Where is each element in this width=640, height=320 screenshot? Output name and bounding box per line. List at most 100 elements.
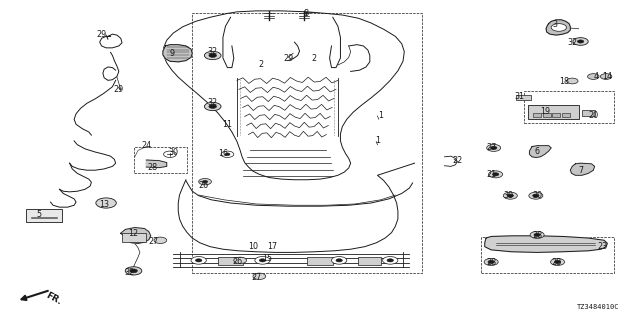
Circle shape <box>488 171 502 178</box>
Text: 19: 19 <box>540 107 550 116</box>
Text: 11: 11 <box>222 120 232 129</box>
Polygon shape <box>163 45 192 62</box>
Circle shape <box>204 102 221 111</box>
Text: 30: 30 <box>532 191 542 200</box>
Text: 31: 31 <box>515 92 524 101</box>
FancyBboxPatch shape <box>543 113 550 117</box>
Circle shape <box>554 260 561 264</box>
Circle shape <box>234 257 246 264</box>
Polygon shape <box>570 163 595 175</box>
Text: 26: 26 <box>198 181 209 190</box>
Circle shape <box>532 194 539 197</box>
Text: 17: 17 <box>267 242 277 251</box>
Text: 23: 23 <box>597 242 607 251</box>
Circle shape <box>550 259 564 266</box>
Circle shape <box>484 259 498 266</box>
Text: 28: 28 <box>148 163 157 172</box>
FancyBboxPatch shape <box>582 110 595 116</box>
Circle shape <box>164 151 176 157</box>
Circle shape <box>202 180 207 183</box>
Text: 28: 28 <box>486 258 496 267</box>
Circle shape <box>221 151 234 157</box>
Circle shape <box>490 146 497 149</box>
FancyBboxPatch shape <box>533 113 541 117</box>
Text: 9: 9 <box>169 49 175 58</box>
Circle shape <box>209 53 216 57</box>
Circle shape <box>191 257 206 264</box>
FancyBboxPatch shape <box>516 95 531 100</box>
Polygon shape <box>546 20 570 35</box>
Text: 13: 13 <box>99 200 109 209</box>
FancyBboxPatch shape <box>122 233 147 242</box>
Text: 29: 29 <box>97 30 107 39</box>
Text: 7: 7 <box>578 166 583 175</box>
FancyBboxPatch shape <box>218 257 243 265</box>
FancyBboxPatch shape <box>562 113 570 117</box>
FancyBboxPatch shape <box>358 257 381 265</box>
Text: 27: 27 <box>149 237 159 246</box>
Circle shape <box>253 273 266 279</box>
Circle shape <box>566 78 578 84</box>
Text: 12: 12 <box>129 229 139 238</box>
Circle shape <box>530 231 544 238</box>
Circle shape <box>492 173 499 176</box>
Circle shape <box>154 237 167 244</box>
Circle shape <box>529 192 543 199</box>
Polygon shape <box>121 228 151 244</box>
Circle shape <box>259 259 266 262</box>
Text: 14: 14 <box>602 72 612 81</box>
Text: FR.: FR. <box>44 291 63 307</box>
Polygon shape <box>529 146 551 157</box>
Circle shape <box>332 257 347 264</box>
FancyBboxPatch shape <box>528 105 579 119</box>
Text: TZ3484010C: TZ3484010C <box>577 304 619 310</box>
Circle shape <box>96 198 116 208</box>
Text: 4: 4 <box>593 72 598 81</box>
Circle shape <box>573 38 588 45</box>
Circle shape <box>488 260 494 264</box>
Text: 24: 24 <box>141 141 152 150</box>
Text: 18: 18 <box>559 77 569 86</box>
Circle shape <box>225 153 230 156</box>
Circle shape <box>486 144 500 151</box>
Circle shape <box>255 257 270 264</box>
Text: 2: 2 <box>259 60 264 69</box>
Text: 1: 1 <box>378 111 383 120</box>
Text: 32: 32 <box>207 98 218 107</box>
Text: 29: 29 <box>114 85 124 94</box>
Circle shape <box>503 192 517 199</box>
Text: 8: 8 <box>303 9 308 18</box>
Text: 32: 32 <box>125 268 135 277</box>
Circle shape <box>336 259 342 262</box>
Circle shape <box>387 259 394 262</box>
Polygon shape <box>484 236 607 252</box>
Circle shape <box>577 40 584 43</box>
Text: 30: 30 <box>504 191 513 200</box>
Text: 30: 30 <box>168 148 178 156</box>
Text: 28: 28 <box>532 231 542 240</box>
FancyBboxPatch shape <box>552 113 560 117</box>
Circle shape <box>588 74 599 79</box>
Text: 21: 21 <box>486 170 496 179</box>
Circle shape <box>551 24 566 31</box>
Polygon shape <box>147 160 167 168</box>
Circle shape <box>534 233 540 236</box>
Text: 2: 2 <box>311 53 316 62</box>
Circle shape <box>600 74 612 79</box>
Text: 26: 26 <box>232 257 242 266</box>
Text: 3: 3 <box>552 20 557 29</box>
Text: 10: 10 <box>248 242 259 251</box>
Circle shape <box>130 269 138 273</box>
Text: 16: 16 <box>218 149 228 158</box>
Circle shape <box>125 267 142 275</box>
Circle shape <box>383 257 398 264</box>
Text: 22: 22 <box>452 156 463 165</box>
Circle shape <box>204 51 221 60</box>
Text: 15: 15 <box>262 254 273 263</box>
Text: 5: 5 <box>36 210 42 219</box>
Text: 28: 28 <box>551 258 561 267</box>
Text: 27: 27 <box>486 143 496 152</box>
FancyBboxPatch shape <box>26 209 62 222</box>
Circle shape <box>195 259 202 262</box>
Circle shape <box>209 105 216 108</box>
